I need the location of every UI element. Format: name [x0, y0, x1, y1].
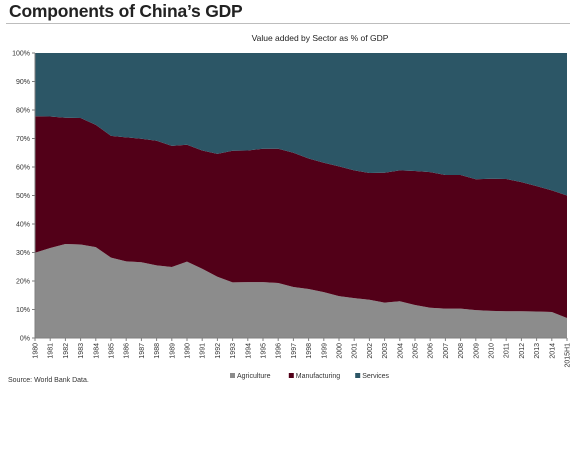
y-tick-label: 100%: [12, 51, 30, 58]
y-tick-label: 80%: [16, 108, 30, 115]
y-tick-label: 10%: [16, 307, 30, 314]
axes: 0% 10% 20% 30% 40% 50% 60% 70% 80% 90% 100% 1980 198…: [12, 51, 571, 368]
y-tick-label: 40%: [16, 222, 30, 229]
x-tick-label: 1981: [48, 343, 55, 359]
legend: Agriculture Manufacturing Services: [230, 373, 390, 380]
x-tick-label: 2008: [458, 343, 465, 359]
x-tick-label: 2015H1: [565, 343, 572, 368]
x-tick-label: 2010: [489, 343, 496, 359]
source-note: Source: World Bank Data.: [8, 377, 89, 384]
plot-areas: [35, 53, 567, 338]
y-tick-label: 30%: [16, 250, 30, 257]
x-tick-label: 1986: [124, 343, 131, 359]
area-series-services: [35, 53, 567, 196]
x-tick-label: 1995: [261, 343, 268, 359]
y-tick-label: 60%: [16, 165, 30, 172]
x-tick-label: 1991: [200, 343, 207, 359]
x-tick-label: 1994: [245, 343, 252, 359]
y-tick-label: 90%: [16, 79, 30, 86]
x-tick-label: 2002: [367, 343, 374, 359]
legend-swatch-services: [355, 373, 361, 378]
x-tick-label: 2012: [519, 343, 526, 359]
legend-label-manufacturing: Manufacturing: [296, 373, 340, 380]
area-series-agriculture: [35, 243, 567, 338]
title-divider: [6, 23, 570, 24]
x-tick-label: 1984: [93, 343, 100, 359]
area-series-manufacturing: [35, 116, 567, 319]
x-tick-label: 1997: [291, 343, 298, 359]
x-tick-label: 2005: [413, 343, 420, 359]
x-tick-label: 2014: [549, 343, 556, 359]
x-tick-label: 1989: [169, 343, 176, 359]
y-tick-label: 50%: [16, 193, 30, 200]
y-tick-label: 0%: [20, 336, 30, 343]
x-tick-label: 1982: [63, 343, 70, 359]
x-tick-label: 1993: [230, 343, 237, 359]
x-tick-label: 1998: [306, 343, 313, 359]
x-tick-label: 1985: [109, 343, 116, 359]
x-tick-label: 1999: [321, 343, 328, 359]
legend-swatch-manufacturing: [288, 373, 294, 378]
x-tick-label: 2003: [382, 343, 389, 359]
y-tick-label: 70%: [16, 136, 30, 143]
legend-swatch-agriculture: [230, 373, 235, 378]
x-tick-label: 2007: [443, 343, 450, 359]
x-tick-label: 1996: [276, 343, 283, 359]
x-tick-label: 2006: [428, 343, 435, 359]
x-tick-label: 2013: [534, 343, 541, 359]
legend-label-agriculture: Agriculture: [237, 373, 271, 380]
x-tick-label: 2000: [337, 343, 344, 359]
x-tick-label: 1990: [185, 343, 192, 359]
x-tick-label: 1980: [33, 343, 40, 359]
x-tick-label: 2004: [397, 343, 404, 359]
y-tick-label: 20%: [16, 279, 30, 286]
chart-title: Value added by Sector as % of GDP: [252, 33, 389, 43]
page-title: Components of China’s GDP: [9, 1, 243, 21]
x-tick-label: 2001: [352, 343, 359, 359]
x-tick-label: 1983: [78, 343, 85, 359]
legend-label-services: Services: [362, 373, 389, 380]
x-tick-label: 1988: [154, 343, 161, 359]
x-tick-label: 1992: [215, 343, 222, 359]
x-tick-label: 2011: [504, 343, 511, 358]
x-tick-label: 1987: [139, 343, 146, 359]
x-tick-label: 2009: [473, 343, 480, 359]
